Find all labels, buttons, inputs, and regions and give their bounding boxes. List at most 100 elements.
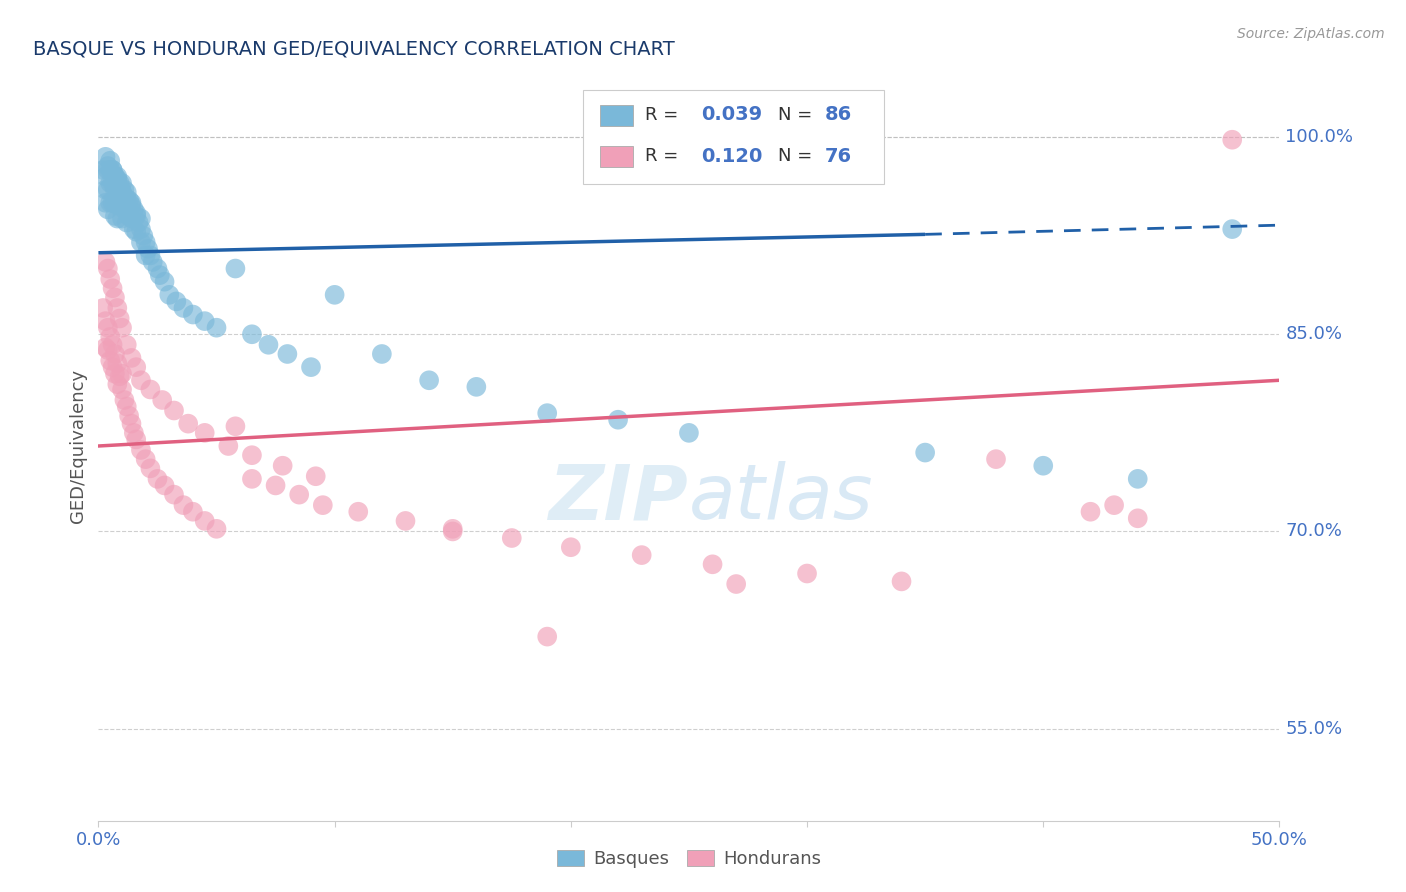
Point <box>108 311 131 326</box>
Point <box>132 228 155 243</box>
Point <box>465 380 488 394</box>
Point <box>108 369 131 384</box>
Point <box>194 425 217 440</box>
Point <box>914 445 936 459</box>
Point <box>122 202 145 217</box>
Point <box>105 377 128 392</box>
Point <box>104 183 127 197</box>
Point <box>111 186 134 200</box>
Point <box>112 183 135 197</box>
Point <box>136 242 159 256</box>
Point <box>630 548 652 562</box>
Point <box>224 261 246 276</box>
Text: N =: N = <box>778 147 811 165</box>
Point <box>101 163 124 178</box>
Point <box>128 215 150 229</box>
Point <box>105 198 128 212</box>
Point <box>111 320 134 334</box>
Point <box>111 383 134 397</box>
Point <box>394 514 416 528</box>
Text: 85.0%: 85.0% <box>1285 326 1343 343</box>
Text: N =: N = <box>778 106 811 124</box>
Point <box>118 209 141 223</box>
Text: BASQUE VS HONDURAN GED/EQUIVALENCY CORRELATION CHART: BASQUE VS HONDURAN GED/EQUIVALENCY CORRE… <box>34 39 675 59</box>
Point <box>142 255 165 269</box>
Point <box>135 452 157 467</box>
Point <box>163 488 186 502</box>
Point <box>135 248 157 262</box>
Point <box>984 452 1007 467</box>
Point <box>139 461 162 475</box>
Point <box>276 347 298 361</box>
Point <box>163 403 186 417</box>
Point <box>257 338 280 352</box>
Point <box>115 186 138 200</box>
Point <box>125 209 148 223</box>
Point <box>108 193 131 207</box>
Point <box>153 478 176 492</box>
Point <box>115 198 138 212</box>
Point <box>118 193 141 207</box>
Point <box>121 198 143 212</box>
Point <box>97 320 120 334</box>
Point <box>104 347 127 361</box>
Text: ZIP: ZIP <box>550 461 689 535</box>
FancyBboxPatch shape <box>600 105 634 126</box>
Point <box>112 392 135 407</box>
Point <box>115 338 138 352</box>
Y-axis label: GED/Equivalency: GED/Equivalency <box>69 369 87 523</box>
Point <box>104 367 127 381</box>
Point <box>115 400 138 414</box>
Point <box>1220 133 1243 147</box>
Text: atlas: atlas <box>689 461 873 535</box>
Point <box>678 425 700 440</box>
Point <box>607 413 630 427</box>
Text: R =: R = <box>645 106 679 124</box>
Point <box>115 192 138 206</box>
Point <box>149 268 172 282</box>
Point <box>97 183 120 197</box>
Point <box>172 301 194 315</box>
Point <box>129 211 152 226</box>
Point <box>94 255 117 269</box>
Point <box>135 235 157 250</box>
Text: 86: 86 <box>825 105 852 124</box>
Point <box>108 176 131 190</box>
Point <box>299 360 322 375</box>
Point <box>105 211 128 226</box>
Point <box>101 360 124 375</box>
Point <box>105 169 128 184</box>
Point <box>121 417 143 431</box>
Point <box>111 211 134 226</box>
Point <box>104 169 127 184</box>
Point <box>91 163 114 178</box>
Point <box>98 272 121 286</box>
Point <box>205 320 228 334</box>
Point <box>94 183 117 197</box>
Point <box>146 472 169 486</box>
Point <box>91 301 114 315</box>
Point <box>111 176 134 190</box>
Point <box>115 215 138 229</box>
Point <box>725 577 748 591</box>
Point <box>122 222 145 236</box>
Point <box>98 163 121 178</box>
Point <box>118 409 141 423</box>
Point <box>98 330 121 344</box>
Point <box>1102 498 1125 512</box>
Point <box>97 343 120 357</box>
Point <box>104 169 127 184</box>
Point <box>111 367 134 381</box>
Point <box>122 425 145 440</box>
Point <box>104 290 127 304</box>
Point <box>194 514 217 528</box>
Point <box>105 172 128 186</box>
Text: 55.0%: 55.0% <box>1285 720 1343 738</box>
Point <box>105 356 128 370</box>
Point <box>129 235 152 250</box>
Point <box>112 202 135 217</box>
Point <box>181 505 204 519</box>
Point <box>288 488 311 502</box>
Point <box>177 417 200 431</box>
Point <box>125 206 148 220</box>
